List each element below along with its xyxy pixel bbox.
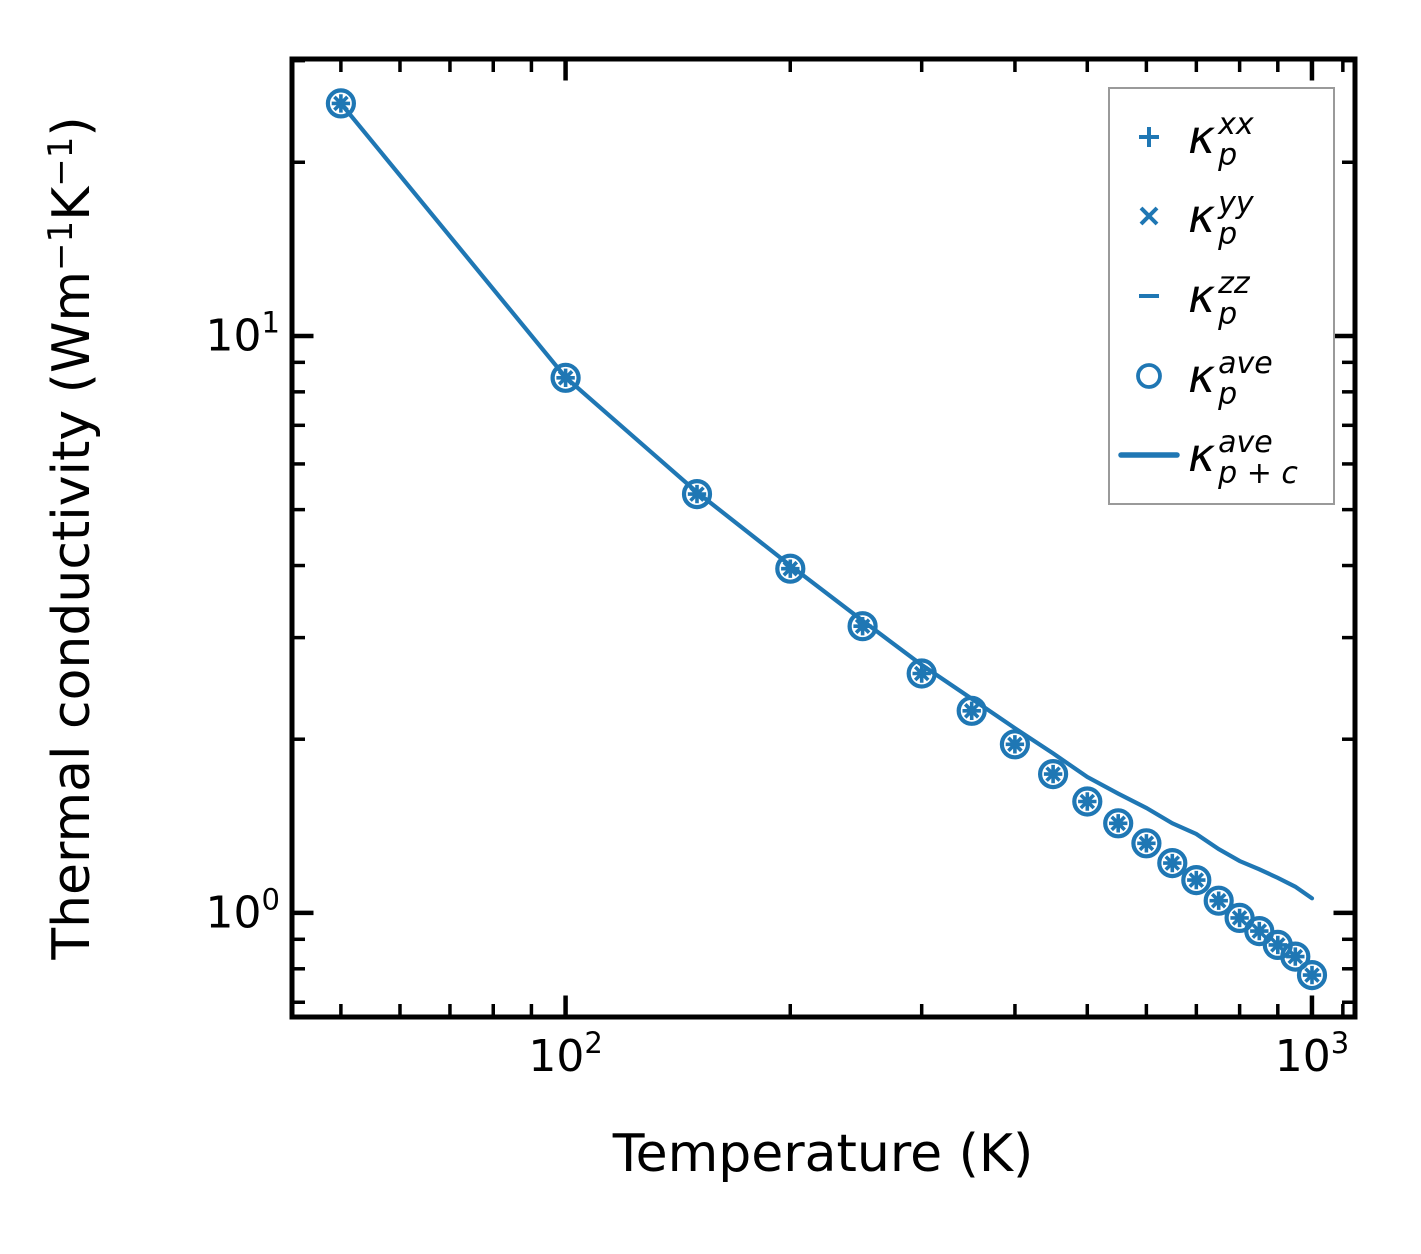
circle-marker-icon <box>1110 348 1188 404</box>
y-tick-label-10: 101 <box>205 305 280 362</box>
data-point <box>1037 758 1069 790</box>
cross-marker-icon <box>1110 188 1188 244</box>
data-point <box>1103 808 1134 839</box>
plus-marker-icon <box>1110 109 1188 165</box>
data-point <box>1157 847 1188 879</box>
kappa-p-markers <box>325 88 1328 991</box>
data-point <box>906 658 937 689</box>
legend-item-label: κ xx p <box>1188 106 1254 173</box>
dash-marker-icon <box>1110 268 1188 324</box>
legend-item-label: κ yy p <box>1188 186 1254 253</box>
data-point <box>1072 786 1103 817</box>
legend: κ xx p κ yy p κ zz p κ ave p κ ave p + c <box>1108 87 1335 505</box>
data-point <box>550 362 581 393</box>
data-point <box>775 553 806 584</box>
data-point <box>325 88 356 119</box>
data-point <box>999 729 1031 760</box>
data-point <box>956 695 987 726</box>
legend-item-4: κ ave p <box>1110 345 1333 412</box>
legend-item-label: κ ave p <box>1188 345 1273 412</box>
legend-item-1: κ xx p <box>1110 106 1333 173</box>
data-point <box>681 479 713 510</box>
y-tick-label-1: 100 <box>205 882 280 939</box>
data-point <box>1181 864 1212 896</box>
y-axis-label: Thermal conductivity (Wm−1K−1) <box>41 116 102 960</box>
x-tick-label-100: 102 <box>528 1026 603 1082</box>
legend-item-label: κ ave p + c <box>1188 425 1298 492</box>
legend-item-2: κ yy p <box>1110 185 1333 253</box>
legend-item-3: κ zz p <box>1110 265 1333 332</box>
x-axis-label: Temperature (K) <box>612 1124 1034 1184</box>
data-point <box>1280 941 1311 972</box>
line-marker-icon <box>1110 427 1188 483</box>
data-point <box>1131 828 1162 859</box>
data-point <box>1244 915 1275 947</box>
legend-item-label: κ zz p <box>1188 265 1250 332</box>
legend-item-5: κ ave p + c <box>1110 424 1333 492</box>
data-point <box>1296 959 1328 991</box>
data-point <box>1203 885 1234 916</box>
x-tick-label-1000: 103 <box>1274 1026 1350 1082</box>
data-point <box>847 611 878 642</box>
axes-frame <box>289 56 1358 1020</box>
